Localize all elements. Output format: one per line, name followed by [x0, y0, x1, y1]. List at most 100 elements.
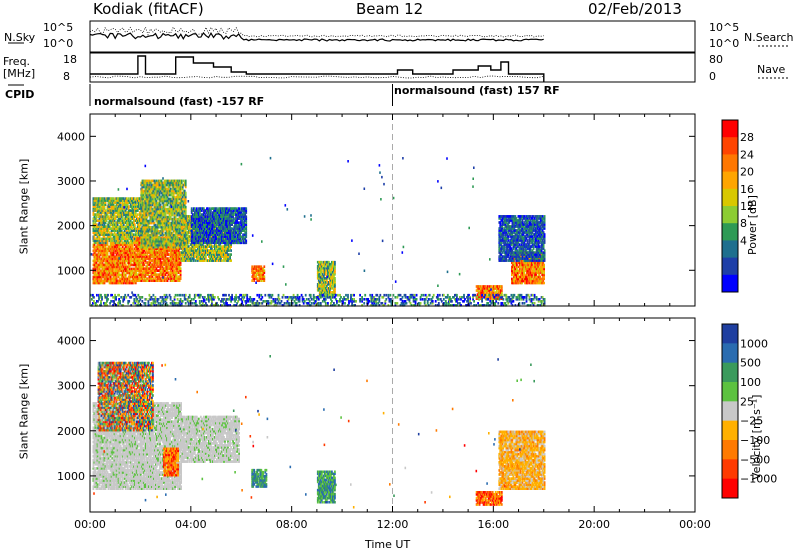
nsky-tick-high: 10^5 — [43, 21, 74, 34]
nsearch-tick-high: 10^5 — [709, 21, 740, 34]
xtick-label: 00:00 — [679, 518, 711, 531]
freq-box — [89, 52, 696, 83]
power-panel-colorbar-cell — [722, 154, 738, 173]
velocity-panel-colorbar-tick: 100 — [740, 376, 761, 389]
nsearch-label: N.Search — [744, 31, 794, 44]
cpid-label: CPID — [5, 88, 35, 101]
power-panel-region-3 — [140, 179, 187, 249]
freq-tick-high: 18 — [63, 53, 77, 66]
nave-tick-high: 80 — [709, 53, 723, 66]
xtick-label: 12:00 — [377, 518, 409, 531]
power-panel-colorbar-tick: 8 — [740, 217, 747, 230]
power-panel-colorbar-tick: 24 — [740, 148, 754, 161]
velocity-panel-colorbar-cell — [722, 440, 738, 460]
velocity-ylabel: Slant Range [km] — [17, 363, 31, 460]
power-panel-colorbar-frame — [721, 119, 739, 293]
power-panel-ytick-label: 2000 — [57, 220, 85, 233]
velocity-panel-colorbar-tick: −500 — [740, 453, 770, 466]
cpid-segment-2: normalsound (fast) 157 RF — [394, 84, 560, 97]
power-panel-colorbar-tick: 20 — [740, 166, 754, 179]
xtick-label: 08:00 — [276, 518, 308, 531]
date-title: 02/Feb/2013 — [588, 0, 682, 18]
velocity-panel-colorbar-cell — [722, 362, 738, 383]
velocity-panel-region-5 — [316, 470, 336, 504]
power-panel-region-7 — [316, 260, 336, 298]
power-panel-region-6 — [251, 265, 266, 282]
velocity-panel-colorbar-cell — [722, 478, 738, 499]
beam-title: Beam 12 — [356, 0, 424, 18]
power-panel-region-5 — [190, 207, 248, 245]
velocity-panel-ytick-label: 3000 — [57, 380, 85, 393]
power-ylabel: Slant Range [km] — [17, 158, 31, 255]
xtick-label: 04:00 — [175, 518, 207, 531]
velocity-panel-colorbar-tick: −1000 — [740, 473, 777, 486]
power-panel-region-2 — [135, 237, 182, 282]
power-panel-colorbar-cell — [722, 274, 738, 293]
power-panel-colorbar-tick: 12 — [740, 200, 754, 213]
power-panel-colorbar-cell — [722, 188, 738, 207]
power-panel-region-8 — [475, 285, 503, 300]
velocity-panel-region-4 — [251, 468, 268, 488]
power-panel-ytick-label: 1000 — [57, 264, 85, 277]
xtick-label: 16:00 — [477, 518, 509, 531]
velocity-panel-region-6 — [475, 491, 503, 506]
power-panel-colorbar-tick: 4 — [740, 234, 747, 247]
nsearch-tick-low: 10^0 — [709, 37, 740, 50]
freq-unit: [MHz] — [3, 67, 36, 80]
velocity-panel-ytick-label: 2000 — [57, 425, 85, 438]
xtick-label: 20:00 — [578, 518, 610, 531]
nsky-trace — [89, 32, 544, 42]
velocity-panel-colorbar-tick: 25 — [740, 395, 754, 408]
radar-title: Kodiak (fitACF) — [93, 0, 204, 18]
velocity-panel-colorbar-cell — [722, 420, 738, 441]
nsky-label: N.Sky — [4, 31, 36, 44]
velocity-panel-region-3 — [97, 361, 154, 432]
velocity-panel-colorbar-cell — [722, 343, 738, 364]
power-panel-colorbar-cell — [722, 137, 738, 155]
velocity-panel-region-7 — [498, 430, 546, 490]
power-panel-colorbar-cell — [722, 120, 738, 138]
power-panel-ytick-label: 3000 — [57, 175, 85, 188]
velocity-panel-colorbar-frame — [721, 323, 739, 499]
power-panel-colorbar-cell — [722, 223, 738, 241]
nsky-box — [89, 20, 696, 53]
power-panel-region-11 — [90, 293, 546, 307]
velocity-panel-region-1 — [180, 415, 240, 463]
power-panel-region-1 — [92, 197, 142, 245]
nsky-tick-low: 10^0 — [43, 37, 74, 50]
cpid-segment-1: normalsound (fast) -157 RF — [94, 95, 265, 108]
power-panel-region-10 — [498, 215, 546, 262]
freq-label: Freq. — [3, 55, 31, 68]
power-colorbar-label: Power [dB] — [746, 195, 759, 255]
power-panel-ytick-label: 4000 — [57, 130, 85, 143]
velocity-panel-colorbar-cell — [722, 459, 738, 480]
velocity-panel-ytick-label: 4000 — [57, 335, 85, 348]
velocity-panel-ytick-label: 1000 — [57, 470, 85, 483]
xtick-label: 00:00 — [74, 518, 106, 531]
frequency-trace — [90, 55, 545, 82]
power-panel-colorbar-tick: 16 — [740, 183, 754, 196]
velocity-panel-colorbar-cell — [722, 382, 738, 402]
nave-label: Nave — [757, 63, 786, 76]
velocity-panel-colorbar-tick: 500 — [740, 357, 761, 370]
velocity-panel-colorbar-tick: −25 — [740, 415, 763, 428]
freq-tick-low: 8 — [63, 70, 70, 83]
velocity-colorbar-label: Velocity [m s⁻¹] — [750, 394, 763, 480]
nave-trace — [89, 75, 544, 79]
power-panel-colorbar-cell — [722, 206, 738, 224]
velocity-panel — [92, 355, 546, 509]
nsearch-trace — [89, 26, 544, 38]
power-panel — [90, 156, 546, 307]
power-panel-colorbar-cell — [722, 171, 738, 190]
nave-tick-low: 0 — [709, 70, 716, 83]
velocity-panel-colorbar-tick: 1000 — [740, 337, 768, 350]
xlabel: Time UT — [365, 538, 411, 551]
velocity-panel-region-2 — [163, 447, 179, 477]
power-panel-colorbar-tick: 28 — [740, 131, 754, 144]
velocity-panel-colorbar-cell — [722, 401, 738, 422]
power-panel-colorbar-cell — [722, 257, 738, 276]
power-panel-colorbar-cell — [722, 240, 738, 259]
power-panel-region-0 — [92, 243, 137, 285]
velocity-panel-colorbar-cell — [722, 324, 738, 344]
